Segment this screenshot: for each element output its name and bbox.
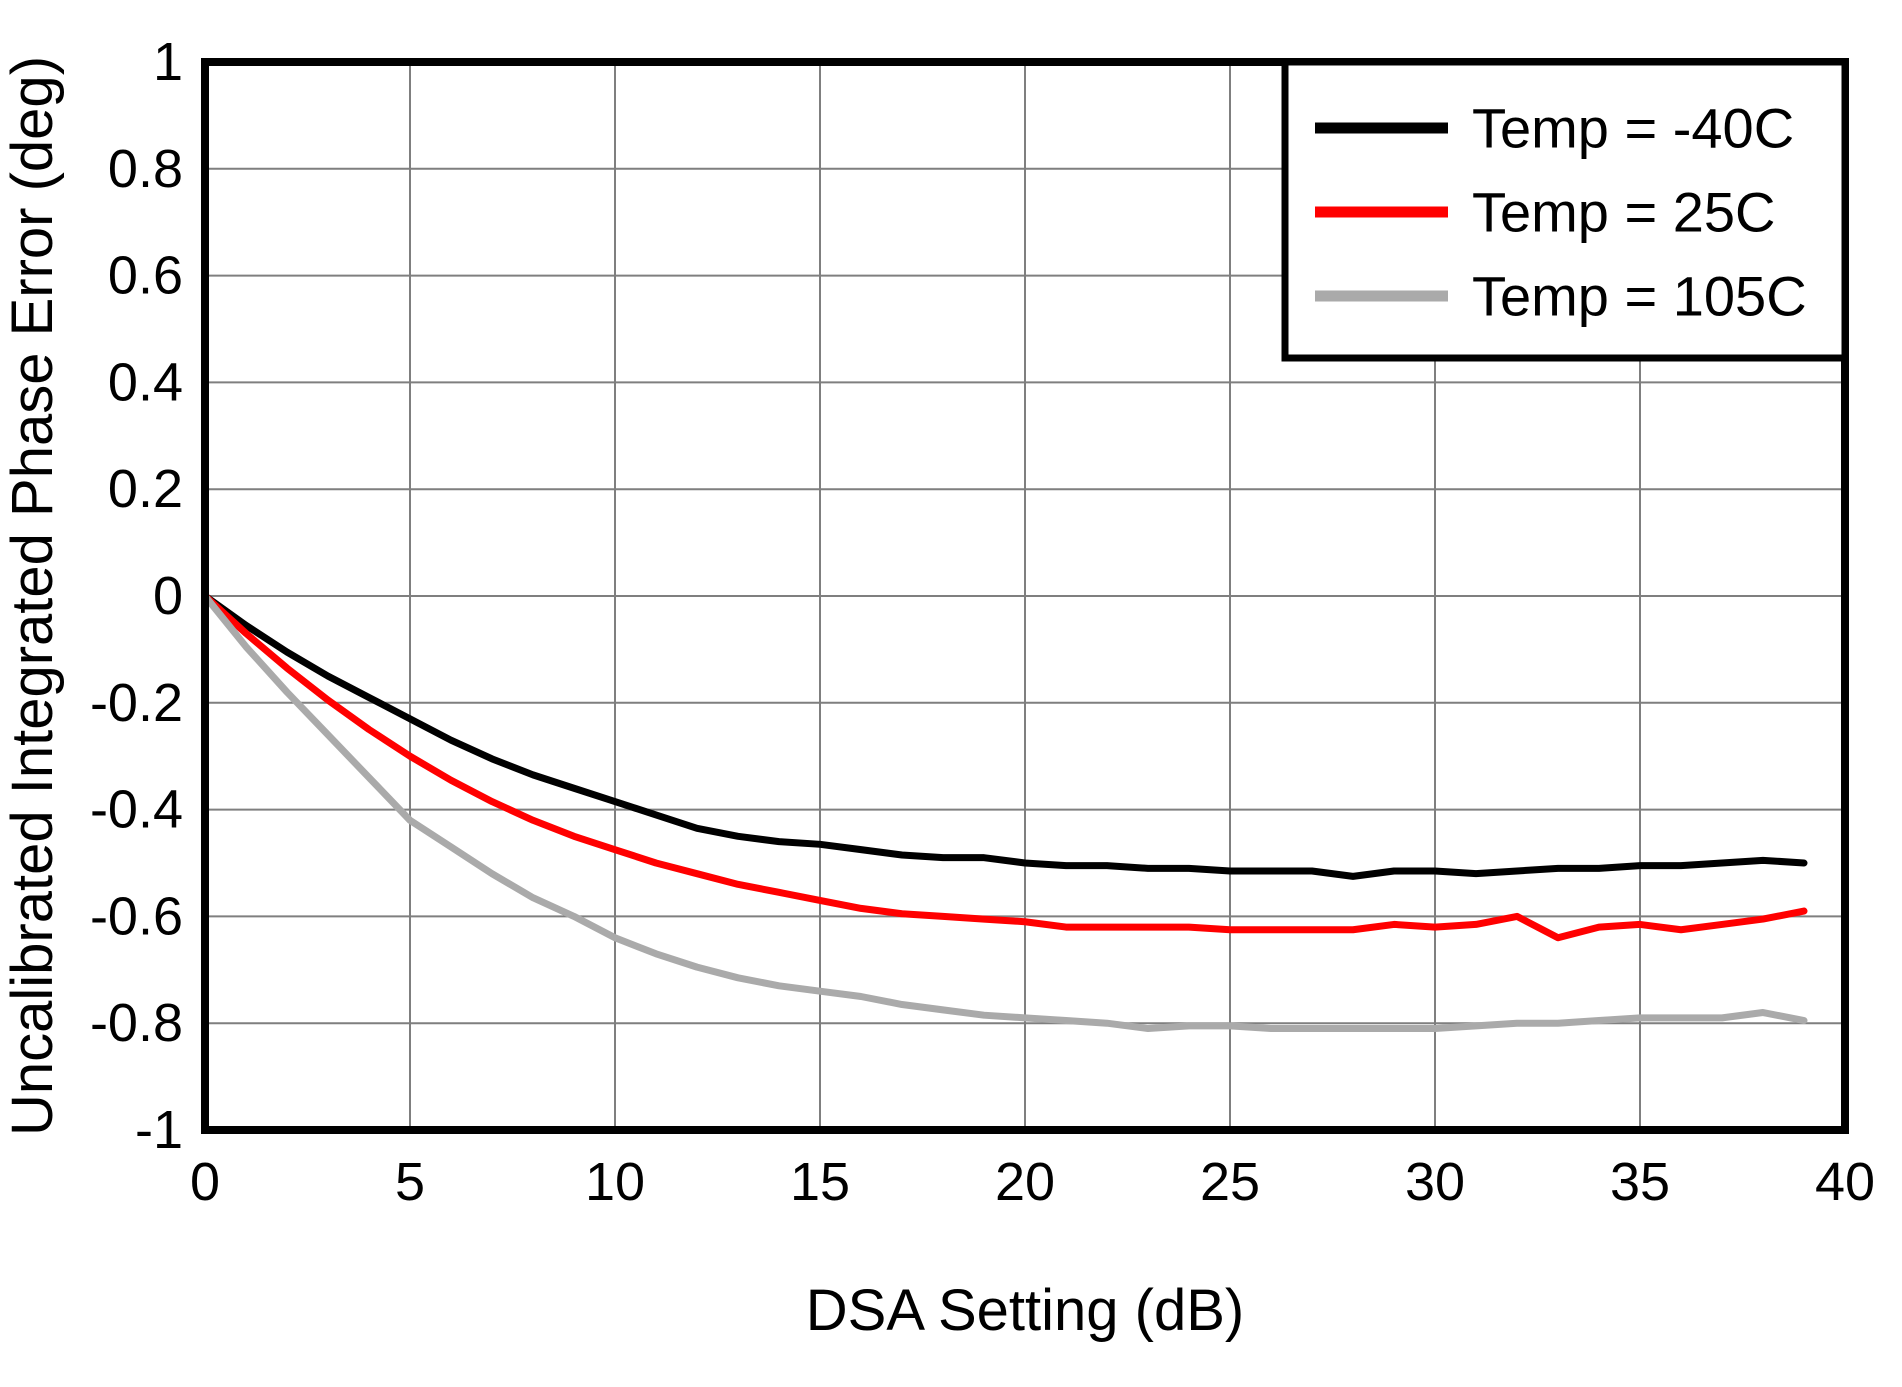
y-tick-label-0: 0: [153, 566, 183, 626]
y-tick-label--0.2: -0.2: [90, 673, 183, 733]
legend: Temp = -40C Temp = 25C Temp = 105C: [1281, 58, 1849, 362]
y-tick-label-0.2: 0.2: [108, 459, 183, 519]
x-tick-label-35: 35: [1610, 1152, 1670, 1212]
x-tick-label-25: 25: [1200, 1152, 1260, 1212]
x-axis-title: DSA Setting (dB): [806, 1278, 1244, 1343]
legend-label-temp-25c: Temp = 25C: [1472, 181, 1776, 244]
x-tick-label-5: 5: [395, 1152, 425, 1212]
y-tick-label--0.8: -0.8: [90, 993, 183, 1053]
x-tick-label-0: 0: [190, 1152, 220, 1212]
y-tick-label--1: -1: [135, 1100, 183, 1160]
legend-label-temp-neg40c: Temp = -40C: [1472, 97, 1794, 160]
legend-label-temp-105c: Temp = 105C: [1472, 265, 1807, 328]
series-line-temp-neg40c: [201, 592, 1808, 880]
x-tick-labels: 0 5 10 15 20 25 30 35 40: [190, 1152, 1875, 1212]
x-tick-label-40: 40: [1815, 1152, 1875, 1212]
x-tick-label-20: 20: [995, 1152, 1055, 1212]
y-tick-label-0.4: 0.4: [108, 352, 183, 412]
series-line-temp-25c: [201, 592, 1808, 942]
y-tick-label-1: 1: [153, 32, 183, 92]
y-tick-label--0.4: -0.4: [90, 780, 183, 840]
series-lines: [201, 592, 1808, 1033]
y-tick-labels: -1 -0.8 -0.6 -0.4 -0.2 0 0.2 0.4 0.6 0.8 1: [90, 32, 183, 1160]
x-tick-label-15: 15: [790, 1152, 850, 1212]
y-tick-label-0.8: 0.8: [108, 139, 183, 199]
x-tick-label-10: 10: [585, 1152, 645, 1212]
series-line-temp-105c: [201, 592, 1808, 1033]
y-tick-label-0.6: 0.6: [108, 246, 183, 306]
plot-border: [201, 58, 1849, 1134]
y-tick-label--0.6: -0.6: [90, 886, 183, 946]
x-tick-label-30: 30: [1405, 1152, 1465, 1212]
y-axis-title: Uncalibrated Integrated Phase Error (deg…: [0, 56, 65, 1136]
gridlines: [204, 61, 1846, 1131]
